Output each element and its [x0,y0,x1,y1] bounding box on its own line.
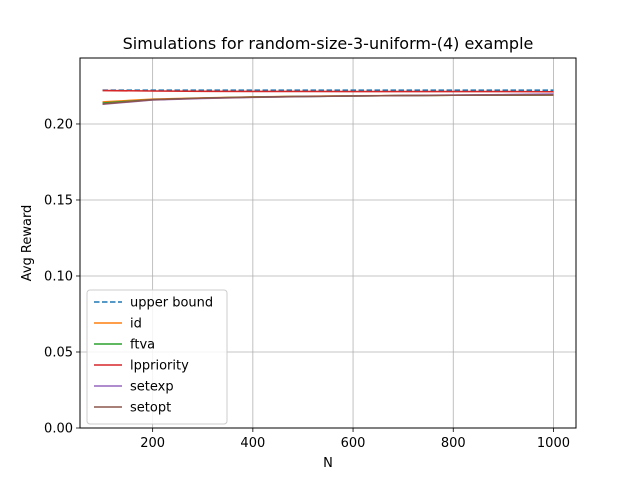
y-tick-label: 0.20 [44,117,73,132]
legend-entry-label: upper bound [130,296,213,311]
x-tick-label: 600 [341,436,366,451]
legend-entry-label: ftva [130,338,155,353]
y-tick-label: 0.10 [44,269,73,284]
series-line-lppriority [102,89,554,93]
x-tick-label: 800 [441,436,466,451]
chart-title: Simulations for random-size-3-uniform-(4… [123,34,534,53]
x-tick-label: 200 [140,436,165,451]
legend-entry-label: setexp [130,380,174,395]
y-tick-label: 0.05 [44,345,73,360]
y-tick-label: 0.00 [44,422,73,437]
legend-entry-label: id [130,317,142,332]
legend-entry-label: setopt [130,401,171,416]
series-lines [102,89,554,106]
x-tick-label: 1000 [537,436,570,451]
y-axis-label: Avg Reward [20,205,35,282]
plot-frame [79,57,577,429]
legend: upper bound id ftva lppriority setexp setopt [86,289,228,425]
x-tick-label: 400 [240,436,265,451]
axis-ticks: 200 400 600 800 1000 0.00 0.05 0.10 0.15 0.20 [44,117,570,451]
y-tick-label: 0.15 [44,193,73,208]
x-axis-label: N [323,456,333,471]
series-line-setopt [102,94,554,105]
legend-entry-label: lppriority [130,359,189,374]
